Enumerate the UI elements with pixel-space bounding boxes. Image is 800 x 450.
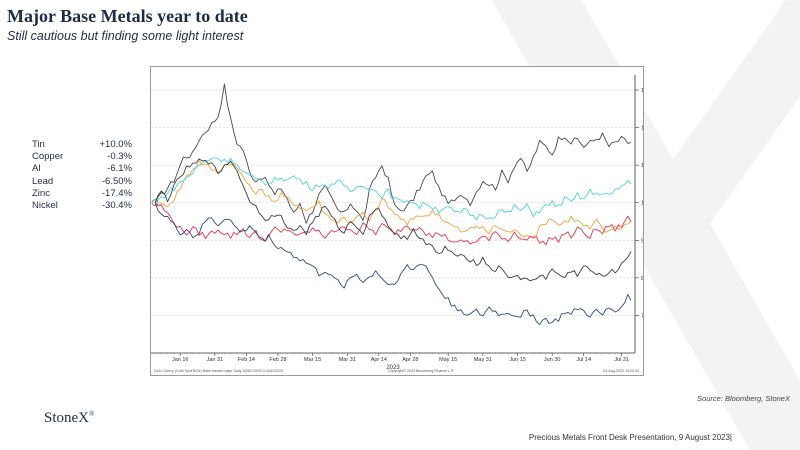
- x-axis-year-label: 2023: [386, 365, 400, 371]
- x-tick-label: Feb 28: [269, 357, 286, 363]
- presentation-footer: Precious Metals Front Desk Presentation,…: [528, 433, 732, 442]
- watermark-stroke-2: [630, 0, 800, 280]
- page-subtitle: Still cautious but finding some light in…: [7, 29, 244, 43]
- chart-footer-right: 01-Aug-2023 13:02:43: [603, 369, 639, 373]
- metal-change: -6.1%: [107, 163, 132, 175]
- x-tick-label: May 15: [439, 357, 457, 363]
- series-line-tin: [154, 83, 632, 224]
- performance-row-zinc: Zinc -17.4%: [32, 188, 132, 200]
- metal-change: -17.4%: [101, 187, 132, 199]
- metal-name: Lead: [32, 175, 54, 187]
- x-tick-label: Jan 31: [207, 357, 224, 363]
- x-tick-layer: Jan 16 Jan 31 Feb 14 Feb 28 Mar 15 Mar 31 Apr …: [154, 353, 629, 363]
- grid-layer: [151, 89, 635, 316]
- x-tick-label: Mar 31: [339, 357, 356, 363]
- metal-name: Tin: [32, 139, 45, 150]
- performance-row-tin: Tin +10.0%: [32, 139, 132, 151]
- series-layer: [151, 83, 632, 326]
- performance-row-al: Al -6.1%: [32, 163, 132, 175]
- source-note: Source: Bloomberg, StoneX: [697, 394, 790, 403]
- series-line-aluminium: [154, 202, 632, 246]
- metal-change: +10.0%: [99, 139, 133, 150]
- x-tick-label: Jul 14: [576, 357, 591, 363]
- start-marker: [151, 199, 159, 207]
- series-line-zinc: [154, 158, 632, 282]
- metal-name: Nickel: [32, 200, 58, 212]
- logo-text: StoneX: [44, 410, 89, 426]
- x-tick-label: Jan 16: [172, 357, 189, 363]
- metal-change: -30.4%: [101, 200, 132, 212]
- page-title: Major Base Metals year to date: [7, 6, 248, 26]
- metal-name: Zinc: [32, 187, 50, 199]
- series-line-lead: [154, 157, 632, 221]
- axis-layer: [151, 75, 636, 354]
- chart-footer-center: Copyright© 2023 Bloomberg Finance L.P.: [388, 369, 454, 373]
- y-tick-label: 130: [641, 88, 643, 94]
- metal-change: -6.50%: [101, 175, 132, 187]
- metal-change: -0.3%: [107, 151, 132, 163]
- x-tick-label: Mar 15: [304, 357, 321, 363]
- performance-table: Tin +10.0% Copper -0.3% Al -6.1% Lead -6…: [32, 139, 132, 212]
- y-tick-label: 70: [641, 313, 643, 319]
- performance-row-lead: Lead -6.50%: [32, 176, 132, 188]
- x-tick-label: Jun 30: [544, 357, 561, 363]
- logo-mark: ®: [89, 410, 95, 418]
- y-tick-label: 80: [641, 276, 643, 282]
- performance-row-nickel: Nickel -30.4%: [32, 200, 132, 212]
- y-tick-label: 90: [641, 238, 643, 244]
- y-tick-layer: 70 80 90 100 110 120 130: [635, 88, 643, 319]
- chart-panel: 70 80 90 100 110 120 130 Jan 16 Jan 31 Feb 14 Feb…: [150, 66, 644, 376]
- x-tick-label: Jun 15: [509, 357, 526, 363]
- y-tick-label: 100: [641, 201, 643, 207]
- y-tick-label: 110: [641, 163, 643, 169]
- x-tick-label: Apr 28: [402, 357, 418, 363]
- stonex-logo: StoneX®: [44, 410, 94, 427]
- line-chart: 70 80 90 100 110 120 130 Jan 16 Jan 31 Feb 14 Feb…: [151, 75, 643, 373]
- x-tick-label: Feb 14: [238, 357, 255, 363]
- performance-row-copper: Copper -0.3%: [32, 151, 132, 163]
- x-tick-label: Jul 31: [614, 357, 629, 363]
- x-tick-label: Apr 14: [371, 357, 387, 363]
- series-line-copper: [154, 160, 632, 238]
- series-line-nickel: [154, 202, 632, 326]
- metal-name: Al: [32, 163, 41, 175]
- metal-name: Copper: [32, 151, 64, 163]
- x-tick-label: May 31: [474, 357, 492, 363]
- y-tick-label: 120: [641, 126, 643, 132]
- chart-footer-left: XAU Curncy (Gold Spot $/Oz) Base metals …: [154, 369, 283, 373]
